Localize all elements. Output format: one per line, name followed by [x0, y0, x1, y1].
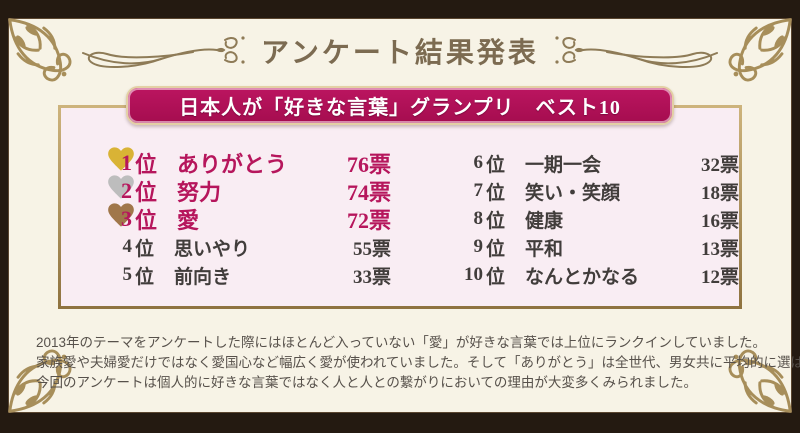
rank-votes: 16票	[700, 210, 739, 232]
rank-number: 10	[464, 264, 483, 285]
ranking-panel	[58, 105, 742, 309]
rank-row-2: 2 位 努力 74票	[88, 177, 391, 205]
ranking-table: 1 位 ありがとう 76票 2 位 努力 74票	[88, 149, 748, 289]
rank-row-10: 10 位 なんとかなる 12票	[439, 261, 739, 289]
summary-paragraph: 2013年のテーマをアンケートした際にはほとんど入っていない「愛」が好きな言葉で…	[36, 333, 800, 393]
rank-word: なんとかなる	[525, 266, 640, 288]
rank-number-cell: 4	[88, 236, 133, 258]
rank-row-5: 5 位 前向き 33票	[88, 261, 392, 289]
rank-number: 8	[473, 208, 484, 229]
medal: 2	[121, 178, 132, 204]
rank-number: 1	[121, 150, 132, 175]
medal: 1	[121, 150, 132, 176]
rank-number: 4	[122, 236, 133, 257]
rank-word: ありがとう	[177, 152, 288, 177]
rank-word: 一期一会	[525, 154, 602, 176]
page-frame: アンケート結果発表 日本人が「好きな言葉」グランプリ ベスト10 1 位 ありが…	[8, 18, 800, 413]
rank-votes: 76票	[346, 152, 391, 177]
rank-number-cell: 5	[88, 264, 133, 286]
rank-number: 5	[122, 264, 133, 285]
rank-row-4: 4 位 思いやり 55票	[88, 233, 392, 261]
rank-number: 3	[121, 206, 132, 231]
banner-label: 日本人が「好きな言葉」グランプリ ベスト10	[179, 97, 621, 119]
rank-suffix: 位	[486, 238, 506, 260]
rank-suffix: 位	[135, 266, 155, 288]
rank-number-cell: 8	[439, 208, 484, 230]
rank-row-8: 8 位 健康 16票	[439, 205, 740, 233]
summary-line-2: 家族愛や夫婦愛だけではなく愛国心など幅広く愛が使われていました。そして「ありがと…	[36, 355, 800, 370]
rank-row-3: 3 位 愛 72票	[88, 205, 391, 233]
rank-suffix: 位	[486, 182, 506, 204]
rank-suffix: 位	[135, 180, 158, 205]
rank-votes: 12票	[700, 266, 739, 288]
rank-votes: 33票	[352, 266, 391, 288]
rank-votes: 13票	[700, 238, 739, 260]
rank-number: 2	[121, 178, 132, 203]
rank-word: 愛	[177, 208, 200, 233]
summary-line-3: 今回のアンケートは個人的に好きな言葉ではなく人と人との繋がりにおいての理由が大変…	[36, 375, 697, 390]
rank-number-cell: 3	[88, 206, 132, 232]
rank-votes: 55票	[352, 238, 391, 260]
rank-word: 努力	[177, 180, 222, 205]
ranking-column-1-5: 1 位 ありがとう 76票 2 位 努力 74票	[88, 149, 391, 289]
rank-votes: 32票	[700, 154, 739, 176]
rank-word: 思いやり	[174, 238, 251, 260]
rank-suffix: 位	[135, 152, 158, 177]
rank-votes: 74票	[346, 180, 391, 205]
rank-number: 6	[473, 152, 484, 173]
rank-votes: 72票	[346, 208, 391, 233]
page-title: アンケート結果発表	[261, 38, 539, 69]
rank-word: 笑い・笑顔	[525, 182, 621, 204]
rank-row-7: 7 位 笑い・笑顔 18票	[439, 177, 740, 205]
rank-row-1: 1 位 ありがとう 76票	[88, 149, 391, 177]
rank-suffix: 位	[135, 208, 158, 233]
rank-number-cell: 10	[439, 264, 483, 286]
ranking-column-6-10: 6 位 一期一会 32票 7 位 笑い・笑顔 18票 8 位 健康	[439, 149, 739, 289]
rank-suffix: 位	[486, 154, 506, 176]
rank-suffix: 位	[135, 238, 155, 260]
rank-row-6: 6 位 一期一会 32票	[439, 149, 740, 177]
rank-word: 前向き	[174, 266, 232, 288]
rank-word: 平和	[525, 238, 564, 260]
rank-suffix: 位	[486, 266, 506, 288]
rank-row-9: 9 位 平和 13票	[439, 233, 740, 261]
swirl-flourish-icon	[553, 29, 723, 73]
rank-number-cell: 2	[88, 178, 132, 204]
medal: 3	[121, 206, 132, 232]
rank-number-cell: 6	[439, 152, 484, 174]
title-row: アンケート結果発表	[9, 29, 791, 73]
rank-number-cell: 1	[88, 150, 132, 176]
rank-word: 健康	[525, 210, 564, 232]
swirl-flourish-icon	[77, 29, 247, 73]
summary-line-1: 2013年のテーマをアンケートした際にはほとんど入っていない「愛」が好きな言葉で…	[36, 335, 767, 350]
rank-suffix: 位	[486, 210, 506, 232]
ranking-banner: 日本人が「好きな言葉」グランプリ ベスト10	[126, 86, 674, 125]
rank-number-cell: 9	[439, 236, 484, 258]
rank-votes: 18票	[700, 182, 739, 204]
rank-number-cell: 7	[439, 180, 484, 202]
rank-number: 7	[473, 180, 484, 201]
rank-number: 9	[473, 236, 484, 257]
